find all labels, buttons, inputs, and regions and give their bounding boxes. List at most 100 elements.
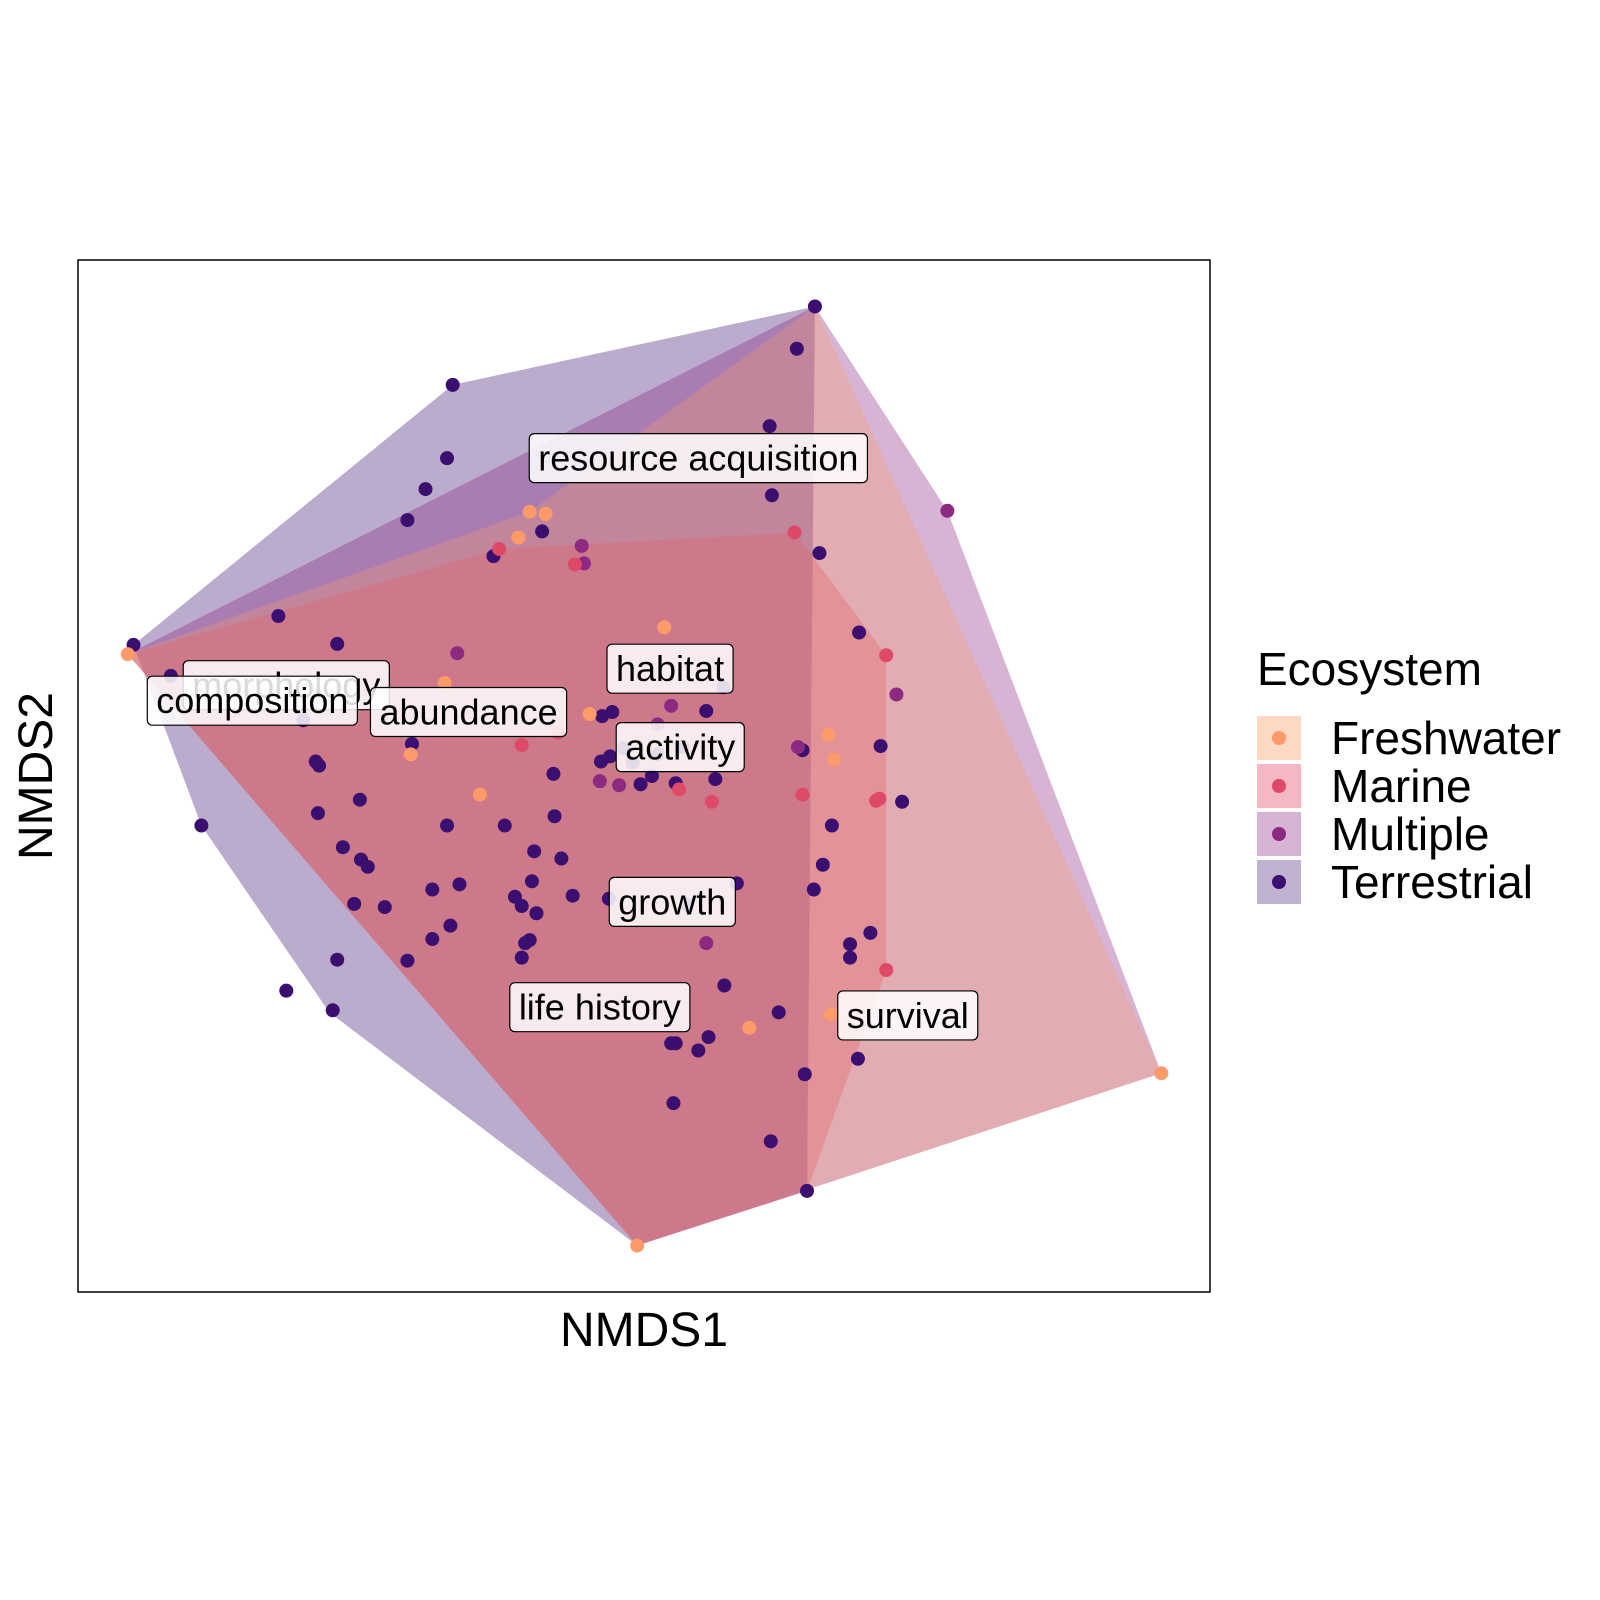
point-marine-10 xyxy=(879,963,894,978)
point-terrestrial-51 xyxy=(565,888,580,903)
point-terrestrial-59 xyxy=(377,900,392,915)
term-label-composition: composition xyxy=(146,675,358,726)
term-label-survival: survival xyxy=(837,990,979,1041)
term-label-text: abundance xyxy=(379,692,557,733)
term-label-text: resource acquisition xyxy=(538,438,858,479)
term-label-activity: activity xyxy=(615,722,745,773)
term-label-box xyxy=(606,643,734,694)
term-label-text: composition xyxy=(156,680,348,721)
legend-dot-marine xyxy=(1272,779,1286,793)
point-freshwater-5 xyxy=(437,676,452,691)
point-terrestrial-53 xyxy=(524,874,539,889)
legend-dot-freshwater xyxy=(1272,731,1286,745)
point-terrestrial-11 xyxy=(812,546,827,561)
legend-entry-marine: Marine xyxy=(1257,760,1472,812)
point-terrestrial-49 xyxy=(425,882,440,897)
point-terrestrial-40 xyxy=(843,937,858,952)
legend-title: Ecosystem xyxy=(1257,643,1482,695)
point-multiple-7 xyxy=(790,740,805,755)
point-multiple-1 xyxy=(574,538,589,553)
term-label-box xyxy=(615,722,745,773)
point-terrestrial-56 xyxy=(507,889,522,904)
legend-label-terrestrial: Terrestrial xyxy=(1331,856,1533,908)
y-axis-title: NMDS2 xyxy=(10,692,63,860)
point-terrestrial-41 xyxy=(863,925,878,940)
point-terrestrial-84 xyxy=(310,806,325,821)
point-freshwater-7 xyxy=(472,787,487,802)
point-terrestrial-39 xyxy=(806,882,821,897)
point-freshwater-3 xyxy=(511,530,526,545)
legend-label-marine: Marine xyxy=(1331,760,1472,812)
point-terrestrial-6 xyxy=(418,482,433,497)
point-terrestrial-69 xyxy=(843,950,858,965)
point-terrestrial-81 xyxy=(354,852,368,867)
point-terrestrial-79 xyxy=(279,983,294,998)
point-terrestrial-13 xyxy=(330,636,345,651)
point-terrestrial-74 xyxy=(668,1036,683,1051)
point-multiple-3 xyxy=(450,646,465,661)
term-label-box xyxy=(509,982,691,1033)
point-multiple-6 xyxy=(612,778,627,793)
point-terrestrial-29 xyxy=(593,754,608,769)
point-terrestrial-15 xyxy=(404,737,419,752)
point-terrestrial-10 xyxy=(535,524,550,539)
point-terrestrial-62 xyxy=(400,953,415,968)
point-freshwater-13 xyxy=(630,1238,645,1253)
legend-label-freshwater: Freshwater xyxy=(1331,712,1561,764)
point-terrestrial-38 xyxy=(815,857,830,872)
point-marine-3 xyxy=(879,648,894,663)
point-freshwater-6 xyxy=(582,707,597,722)
point-marine-7 xyxy=(795,787,810,802)
point-terrestrial-76 xyxy=(763,1134,778,1149)
point-marine-4 xyxy=(514,738,529,753)
plot-panel-border xyxy=(77,259,1211,1293)
point-terrestrial-52 xyxy=(554,851,569,866)
point-terrestrial-12 xyxy=(271,609,286,624)
legend: Ecosystem FreshwaterMarineMultipleTerres… xyxy=(1257,643,1561,908)
term-label-text: growth xyxy=(618,881,726,922)
term-label-abundance: abundance xyxy=(369,686,568,738)
point-terrestrial-75 xyxy=(666,1096,681,1111)
point-terrestrial-25 xyxy=(644,769,659,783)
point-terrestrial-37 xyxy=(873,739,888,754)
point-terrestrial-70 xyxy=(850,1051,865,1066)
point-terrestrial-3 xyxy=(789,341,804,356)
term-label-growth: growth xyxy=(608,876,736,928)
legend-entry-terrestrial: Terrestrial xyxy=(1257,856,1533,908)
term-label-box xyxy=(369,686,568,738)
point-terrestrial-8 xyxy=(764,488,779,503)
point-freshwater-11 xyxy=(823,1007,838,1022)
point-terrestrial-46 xyxy=(529,906,544,921)
term-label-text: habitat xyxy=(616,648,724,689)
point-terrestrial-27 xyxy=(699,703,714,718)
point-terrestrial-55 xyxy=(522,933,537,948)
legend-dot-terrestrial xyxy=(1272,875,1286,889)
point-freshwater-2 xyxy=(538,506,553,521)
term-label-text: survival xyxy=(847,995,969,1036)
point-terrestrial-19 xyxy=(546,766,561,781)
point-multiple-10 xyxy=(664,698,679,713)
point-terrestrial-1 xyxy=(445,377,460,392)
point-terrestrial-26 xyxy=(633,777,648,792)
point-terrestrial-85 xyxy=(605,705,620,720)
term-label-text: activity xyxy=(625,727,735,768)
point-terrestrial-35 xyxy=(824,818,839,833)
point-terrestrial-82 xyxy=(335,840,350,855)
point-terrestrial-57 xyxy=(514,950,529,965)
point-freshwater-10 xyxy=(827,752,842,767)
point-freshwater-1 xyxy=(522,504,537,519)
point-terrestrial-7 xyxy=(400,513,415,528)
point-terrestrial-50 xyxy=(425,932,440,947)
point-terrestrial-20 xyxy=(547,809,562,824)
term-label-box xyxy=(837,990,979,1041)
x-axis-title: NMDS1 xyxy=(560,1304,728,1357)
point-terrestrial-78 xyxy=(325,1003,340,1018)
term-label-box xyxy=(608,876,736,928)
point-marine-9 xyxy=(872,791,887,806)
point-freshwater-9 xyxy=(821,727,836,742)
legend-entry-multiple: Multiple xyxy=(1257,808,1490,860)
point-terrestrial-43 xyxy=(440,818,455,833)
point-terrestrial-83 xyxy=(352,792,367,807)
point-multiple-4 xyxy=(889,687,904,702)
